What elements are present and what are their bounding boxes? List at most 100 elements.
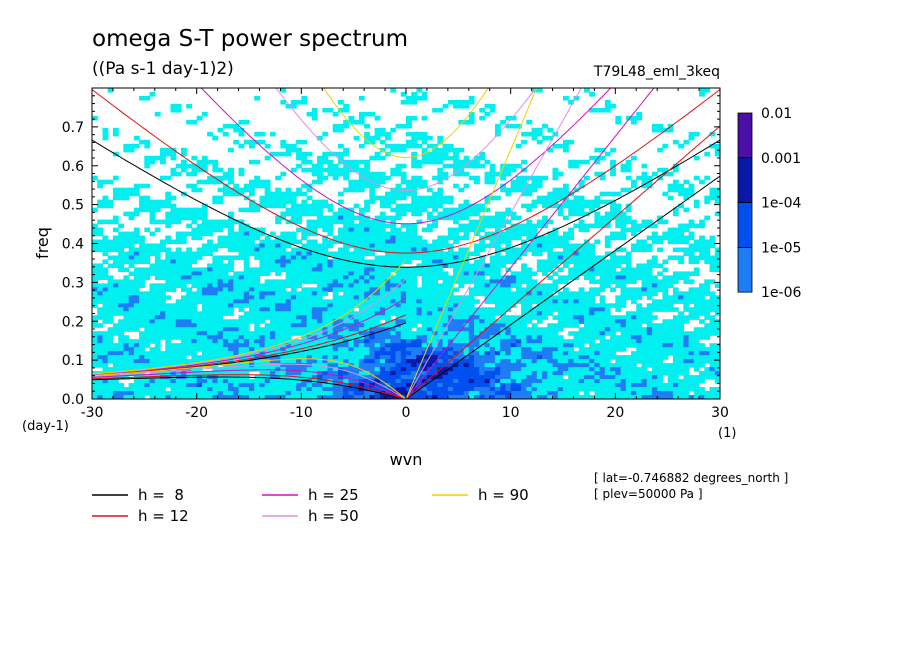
heat-cell (343, 343, 350, 348)
heat-cell (400, 339, 407, 344)
heat-cell (243, 259, 250, 265)
heat-cell (212, 227, 219, 233)
heat-cell (625, 259, 632, 265)
heat-cell (489, 171, 496, 177)
heat-cell (358, 211, 365, 217)
heat-cell (128, 283, 135, 288)
heat-cell (688, 247, 695, 253)
heat-cell (683, 239, 690, 245)
heat-cell (144, 227, 151, 233)
heat-cell (667, 127, 674, 133)
heat-cell (515, 343, 522, 348)
heat-cell (280, 359, 287, 364)
heat-cell (390, 335, 397, 340)
heat-cell (547, 367, 554, 372)
heat-cell (699, 243, 705, 249)
heat-cell (322, 299, 329, 304)
heat-cell (411, 211, 418, 217)
heat-cell (379, 199, 386, 205)
heat-cell (662, 347, 669, 352)
heat-cell (301, 311, 308, 316)
heat-cell (699, 331, 705, 336)
heat-cell (489, 239, 496, 245)
heat-cell (636, 323, 643, 328)
heat-cell (494, 243, 501, 249)
heat-cell (390, 247, 397, 253)
heat-cell (500, 239, 507, 245)
heat-cell (296, 327, 302, 332)
heat-cell (364, 163, 370, 169)
heat-cell (269, 351, 276, 356)
heat-cell (243, 371, 250, 376)
heat-cell (269, 203, 276, 209)
heat-cell (201, 215, 208, 221)
heat-cell (180, 239, 187, 245)
heat-cell (285, 255, 292, 261)
heat-cell (406, 339, 412, 344)
heat-cell (683, 355, 690, 360)
heat-cell (693, 343, 700, 348)
heat-cell (604, 215, 611, 221)
heat-cell (536, 287, 543, 292)
heat-cell (280, 283, 287, 288)
heat-cell (536, 315, 543, 320)
heat-cell (494, 271, 501, 276)
heat-cell (589, 347, 595, 352)
heat-cell (447, 371, 454, 376)
heat-cell (563, 263, 569, 269)
heat-cell (599, 311, 606, 316)
heat-cell (311, 223, 318, 229)
heat-cell (463, 199, 470, 205)
heat-cell (437, 331, 444, 336)
heat-cell (337, 287, 344, 292)
heat-cell (505, 267, 512, 273)
heat-cell (557, 207, 564, 213)
heat-cell (563, 311, 569, 316)
heat-cell (296, 263, 302, 269)
heat-cell (583, 223, 590, 229)
heat-cell (505, 315, 512, 320)
heat-cell (400, 291, 407, 296)
heat-cell (222, 347, 229, 352)
heat-cell (421, 331, 428, 336)
heat-cell (317, 311, 323, 316)
heat-cell (463, 255, 470, 261)
heat-cell (426, 299, 433, 304)
heat-cell (290, 263, 297, 269)
heat-cell (165, 283, 172, 288)
heat-cell (207, 279, 213, 284)
heat-cell (552, 195, 559, 201)
heat-cell (432, 311, 438, 316)
heat-cell (646, 279, 653, 284)
heat-cell (563, 183, 569, 189)
heat-cell (353, 267, 360, 273)
heat-cell (557, 363, 564, 368)
heat-cell (594, 331, 601, 336)
heat-cell (123, 147, 130, 153)
heat-cell (269, 319, 276, 324)
heat-cell (343, 167, 350, 173)
heat-cell (442, 295, 449, 300)
heat-cell (348, 211, 355, 217)
heat-cell (275, 247, 281, 253)
heat-cell (180, 263, 187, 269)
heat-cell (453, 231, 459, 237)
heat-cell (432, 151, 438, 157)
heat-cell (154, 359, 161, 364)
heat-cell (578, 291, 585, 296)
heat-cell (547, 351, 554, 356)
heat-cell (327, 307, 334, 312)
heat-cell (547, 203, 554, 209)
heat-cell (343, 359, 350, 364)
heat-cell (296, 311, 302, 316)
heat-cell (238, 167, 245, 173)
heat-cell (709, 359, 716, 364)
heat-cell (275, 339, 281, 344)
heat-cell (479, 323, 486, 328)
heat-cell (97, 335, 104, 340)
heat-cell (290, 347, 297, 352)
heat-cell (133, 235, 140, 241)
heat-cell (604, 271, 611, 276)
heat-cell (672, 367, 679, 372)
heat-cell (222, 367, 229, 372)
